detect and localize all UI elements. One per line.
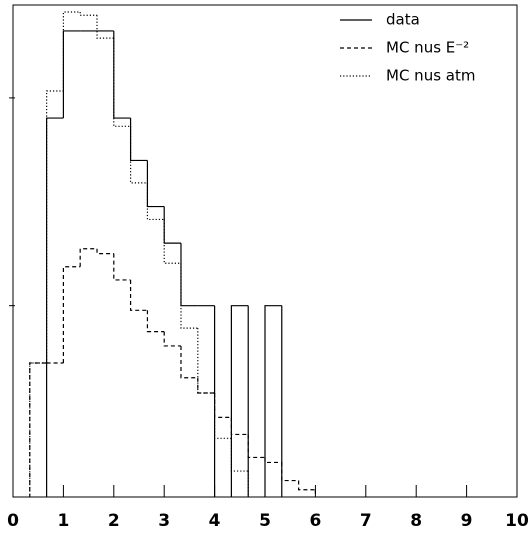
x-tick-label: 7 <box>360 511 372 531</box>
histogram-step <box>46 90 64 363</box>
x-tick-label: 0 <box>7 511 19 531</box>
histogram-step <box>113 38 131 127</box>
histogram-step <box>96 15 114 39</box>
histogram-step <box>129 279 148 311</box>
x-tick-label: 5 <box>259 511 271 531</box>
histogram-step <box>197 328 215 394</box>
histogram-step <box>247 305 249 497</box>
histogram-step <box>180 263 198 329</box>
histogram-step <box>281 462 299 482</box>
histogram-step <box>62 11 81 91</box>
x-tick-label: 10 <box>505 511 529 531</box>
legend-label: data <box>386 11 420 29</box>
histogram-step <box>180 243 198 307</box>
histogram-step <box>146 182 165 221</box>
histogram-step <box>113 30 131 119</box>
histogram-step <box>113 253 131 281</box>
histogram-step <box>281 305 283 497</box>
histogram-step <box>298 480 316 491</box>
histogram-step <box>197 377 215 394</box>
x-tick-label: 4 <box>209 511 221 531</box>
histogram-step <box>230 438 249 472</box>
histogram-step <box>214 392 232 418</box>
x-tick-label: 8 <box>410 511 422 531</box>
x-tick-label: 9 <box>461 511 473 531</box>
histogram-step <box>146 310 165 333</box>
histogram-step <box>264 305 282 497</box>
histogram-step <box>180 345 198 379</box>
histogram-step <box>264 457 282 464</box>
histogram-step <box>62 30 81 119</box>
histogram-step <box>230 417 249 436</box>
histogram-step <box>163 331 181 347</box>
histogram-step <box>79 248 98 267</box>
histogram-step <box>96 248 114 255</box>
histogram-step <box>129 118 148 162</box>
x-tick-label: 1 <box>57 511 69 531</box>
histogram-step <box>214 392 232 439</box>
histogram-step <box>129 126 148 184</box>
histogram-step <box>163 206 181 244</box>
x-tick-label: 3 <box>158 511 170 531</box>
histogram-step <box>163 219 181 264</box>
legend-label: MC nus E⁻² <box>386 39 469 57</box>
histogram-step <box>29 362 47 497</box>
histogram-step <box>214 305 216 497</box>
histogram-step <box>79 12 98 16</box>
histogram-step <box>29 362 47 497</box>
histogram-step <box>62 266 81 363</box>
legend-label: MC nus atm <box>386 67 475 85</box>
x-tick-label: 2 <box>108 511 120 531</box>
histogram-step <box>230 305 249 497</box>
histogram-step <box>146 160 165 208</box>
histogram-step <box>247 471 249 497</box>
histogram-step <box>247 434 265 459</box>
histogram-step <box>46 117 64 497</box>
x-tick-label: 6 <box>309 511 321 531</box>
histogram-step <box>314 489 316 497</box>
